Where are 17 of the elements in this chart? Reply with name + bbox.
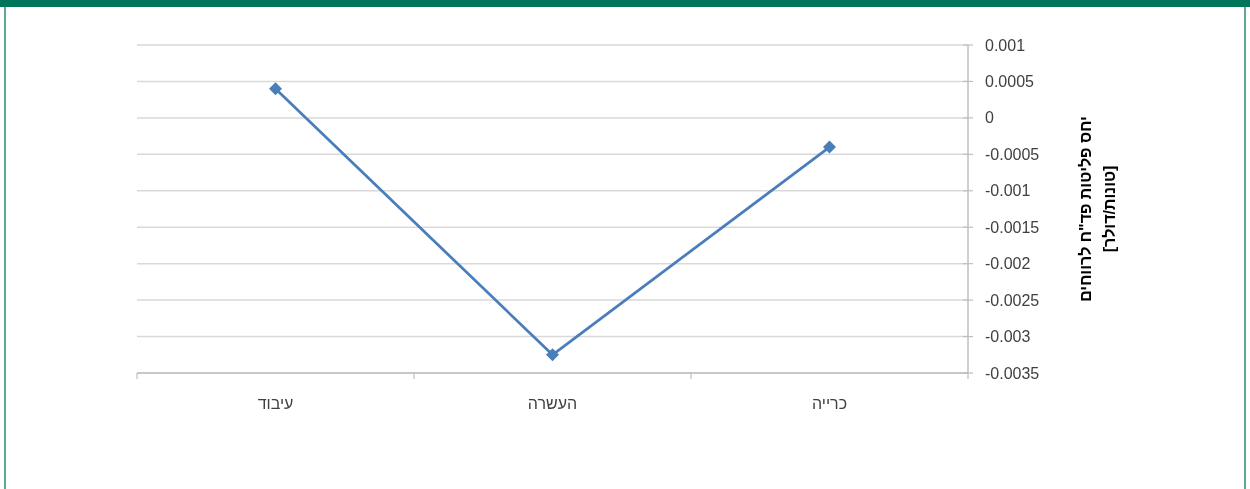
y-tick-label: -0.0005	[985, 145, 1040, 163]
y-tick-label: -0.0035	[985, 364, 1040, 382]
y-axis-title: יחס פליטות פד"ח לרווחים [טונות/דולר]	[1076, 116, 1118, 302]
x-tick-label: כרייה	[811, 394, 848, 412]
y-tick-label: -0.002	[985, 255, 1031, 273]
point	[546, 348, 559, 362]
x-tick-label: העשרה	[527, 394, 578, 412]
point	[823, 140, 836, 154]
y-tick-label: -0.0025	[985, 291, 1040, 309]
y-tick-label: 0.001	[985, 36, 1026, 54]
x-tick-label: עיבוד	[257, 394, 294, 412]
y-tick-label: -0.001	[985, 182, 1031, 200]
point	[269, 82, 282, 96]
y-tick-label: -0.0015	[985, 218, 1040, 236]
y-tick-label: -0.003	[985, 328, 1031, 346]
y-tick-label: 0.0005	[985, 72, 1035, 90]
y-tick-label: 0	[985, 109, 994, 127]
